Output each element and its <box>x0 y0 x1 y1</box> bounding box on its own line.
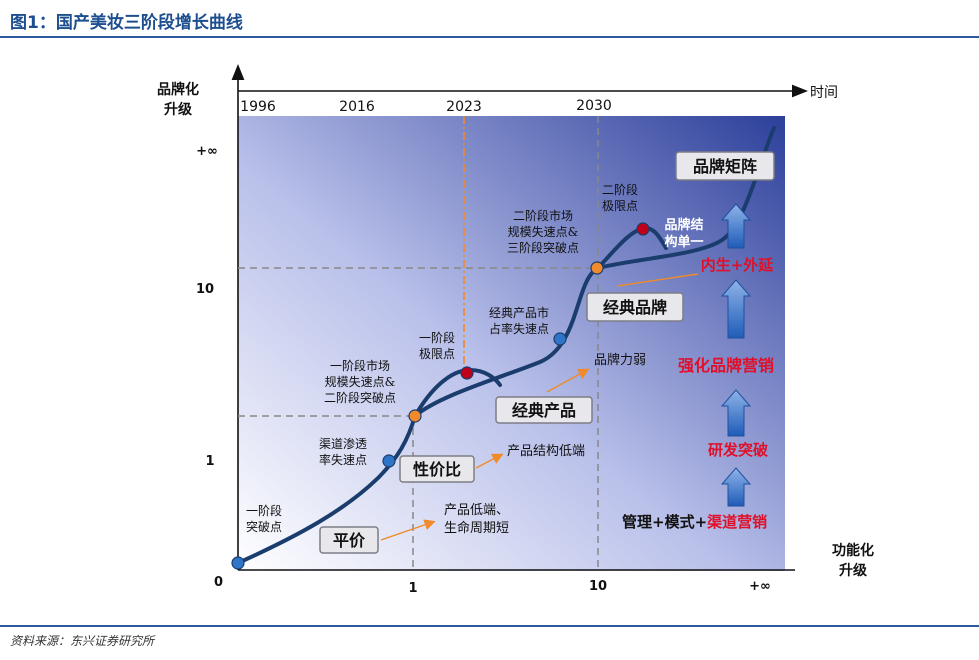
point-share-stall <box>553 332 567 346</box>
y-axis-label-1: 品牌化 <box>157 81 199 98</box>
point-stage2-limit <box>636 222 650 236</box>
label-stage1-limit: 一阶段极限点 <box>419 330 455 361</box>
point-stage1-limit <box>460 366 474 380</box>
svg-text:一阶段突破点: 一阶段突破点 <box>246 503 282 534</box>
year-1996: 1996 <box>240 99 276 115</box>
point-stage1-stall <box>408 409 422 423</box>
time-axis-label: 时间 <box>810 85 838 101</box>
note-brand-weak: 品牌力弱 <box>594 352 646 368</box>
box-xingjiabi: 性价比 <box>399 455 475 483</box>
svg-text:一阶段极限点: 一阶段极限点 <box>419 330 455 361</box>
point-stage2-stall <box>590 261 604 275</box>
note-structure-low: 产品结构低端 <box>507 444 585 459</box>
year-2030: 2030 <box>576 98 612 114</box>
x-axis-label-2: 升级 <box>839 562 868 579</box>
svg-text:二阶段极限点: 二阶段极限点 <box>602 182 638 213</box>
up-arrow-4 <box>720 203 752 249</box>
y-tick-1: 1 <box>205 454 214 469</box>
svg-text:品牌矩阵: 品牌矩阵 <box>693 157 757 176</box>
x-tick-1: 1 <box>408 581 417 596</box>
label-stage2-limit: 二阶段极限点 <box>602 182 638 213</box>
label-brand-single: 品牌结构单一 <box>664 217 703 250</box>
x-tick-inf: +∞ <box>749 579 771 594</box>
svg-text:经典产品: 经典产品 <box>512 401 576 420</box>
svg-text:二阶段市场规模失速点&三阶段突破点: 二阶段市场规模失速点&三阶段突破点 <box>507 208 579 255</box>
box-pingjia: 平价 <box>319 526 379 554</box>
y-tick-inf: +∞ <box>196 144 218 159</box>
driver-organic-external: 内生+外延 <box>701 256 775 274</box>
label-stage2-stall: 二阶段市场规模失速点&三阶段突破点 <box>507 208 579 255</box>
up-arrow-1 <box>720 467 752 507</box>
footer-rule <box>0 625 979 627</box>
growth-curve <box>236 126 776 565</box>
label-stage1-stall: 一阶段市场规模失速点&二阶段突破点 <box>324 358 396 405</box>
figure-title: 图1：国产美妆三阶段增长曲线 <box>10 13 243 33</box>
source-note: 资料来源：东兴证券研究所 <box>10 634 155 648</box>
svg-text:经典产品市占率失速点: 经典产品市占率失速点 <box>489 305 549 336</box>
svg-text:一阶段市场规模失速点&二阶段突破点: 一阶段市场规模失速点&二阶段突破点 <box>324 358 396 405</box>
arrow-brand-single <box>616 273 699 287</box>
point-stage1-break <box>231 556 245 570</box>
arrow-structure-low <box>475 453 504 469</box>
year-2016: 2016 <box>339 99 375 115</box>
up-arrow-2 <box>720 389 752 437</box>
label-channel-stall: 渠道渗透率失速点 <box>319 436 367 467</box>
note-low-end: 产品低端、生命周期短 <box>444 503 509 536</box>
origin-label: 0 <box>214 575 223 590</box>
svg-text:渠道渗透率失速点: 渠道渗透率失速点 <box>319 436 367 467</box>
svg-text:产品低端、生命周期短: 产品低端、生命周期短 <box>444 503 509 536</box>
box-jingdian-chanpin: 经典产品 <box>495 396 593 424</box>
box-jingdian-pinpai: 经典品牌 <box>586 292 684 322</box>
svg-text:性价比: 性价比 <box>413 460 461 479</box>
year-2023: 2023 <box>446 99 482 115</box>
label-share-stall: 经典产品市占率失速点 <box>489 305 549 336</box>
arrow-low-end <box>380 519 436 541</box>
y-axis-label-2: 升级 <box>164 101 193 118</box>
driver-brand-marketing: 强化品牌营销 <box>678 356 774 375</box>
arrow-brand-weak <box>546 368 590 393</box>
up-arrow-3 <box>720 279 752 339</box>
driver-rnd: 研发突破 <box>708 441 768 459</box>
label-stage1-break: 一阶段突破点 <box>246 503 282 534</box>
header-rule <box>0 36 979 38</box>
x-axis-label-1: 功能化 <box>832 542 874 559</box>
svg-text:品牌结构单一: 品牌结构单一 <box>664 217 703 250</box>
y-tick-10: 10 <box>196 282 214 297</box>
driver-management: 管理+模式+渠道营销 <box>622 513 767 531</box>
box-pinpai-juzhen: 品牌矩阵 <box>675 151 775 181</box>
x-tick-10: 10 <box>589 579 607 594</box>
svg-text:平价: 平价 <box>333 531 366 550</box>
svg-text:经典品牌: 经典品牌 <box>603 298 667 317</box>
point-channel-stall <box>382 454 396 468</box>
gradient-panel <box>238 116 785 571</box>
